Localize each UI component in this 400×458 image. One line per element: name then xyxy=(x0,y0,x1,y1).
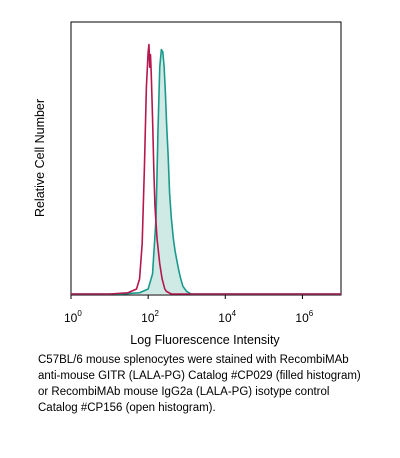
x-tick-labels: 100 102 104 106 xyxy=(64,295,314,325)
figure-caption: C57BL/6 mouse splenocytes were stained w… xyxy=(38,352,393,416)
caption-line: Catalog #CP156 (open histogram). xyxy=(38,402,216,414)
x-tick-base: 10 xyxy=(141,311,155,325)
caption-line: or RecombiMAb mouse IgG2a (LALA-PG) isot… xyxy=(38,386,330,398)
x-tick-label: 102 xyxy=(141,309,159,325)
x-tick-exponent: 6 xyxy=(309,309,314,318)
x-tick-exponent: 0 xyxy=(77,309,82,318)
filled-histogram-line xyxy=(71,48,341,295)
series-layer xyxy=(71,43,341,295)
x-tick-exponent: 4 xyxy=(232,309,237,318)
open-histogram-line xyxy=(71,43,341,295)
x-tick-label: 104 xyxy=(218,309,236,325)
x-tick-base: 10 xyxy=(64,311,78,325)
x-tick-exponent: 2 xyxy=(155,309,160,318)
x-tick-base: 10 xyxy=(295,311,309,325)
caption-line: C57BL/6 mouse splenocytes were stained w… xyxy=(38,354,349,366)
x-tick-label: 100 xyxy=(64,309,82,325)
plot-frame xyxy=(70,21,342,296)
x-tick-base: 10 xyxy=(218,311,232,325)
x-axis-title: Log Fluorescence Intensity xyxy=(130,333,280,347)
y-axis-title: Relative Cell Number xyxy=(33,99,47,217)
caption-line: anti-mouse GITR (LALA-PG) Catalog #CP029… xyxy=(38,370,361,382)
x-tick-label: 106 xyxy=(295,309,313,325)
